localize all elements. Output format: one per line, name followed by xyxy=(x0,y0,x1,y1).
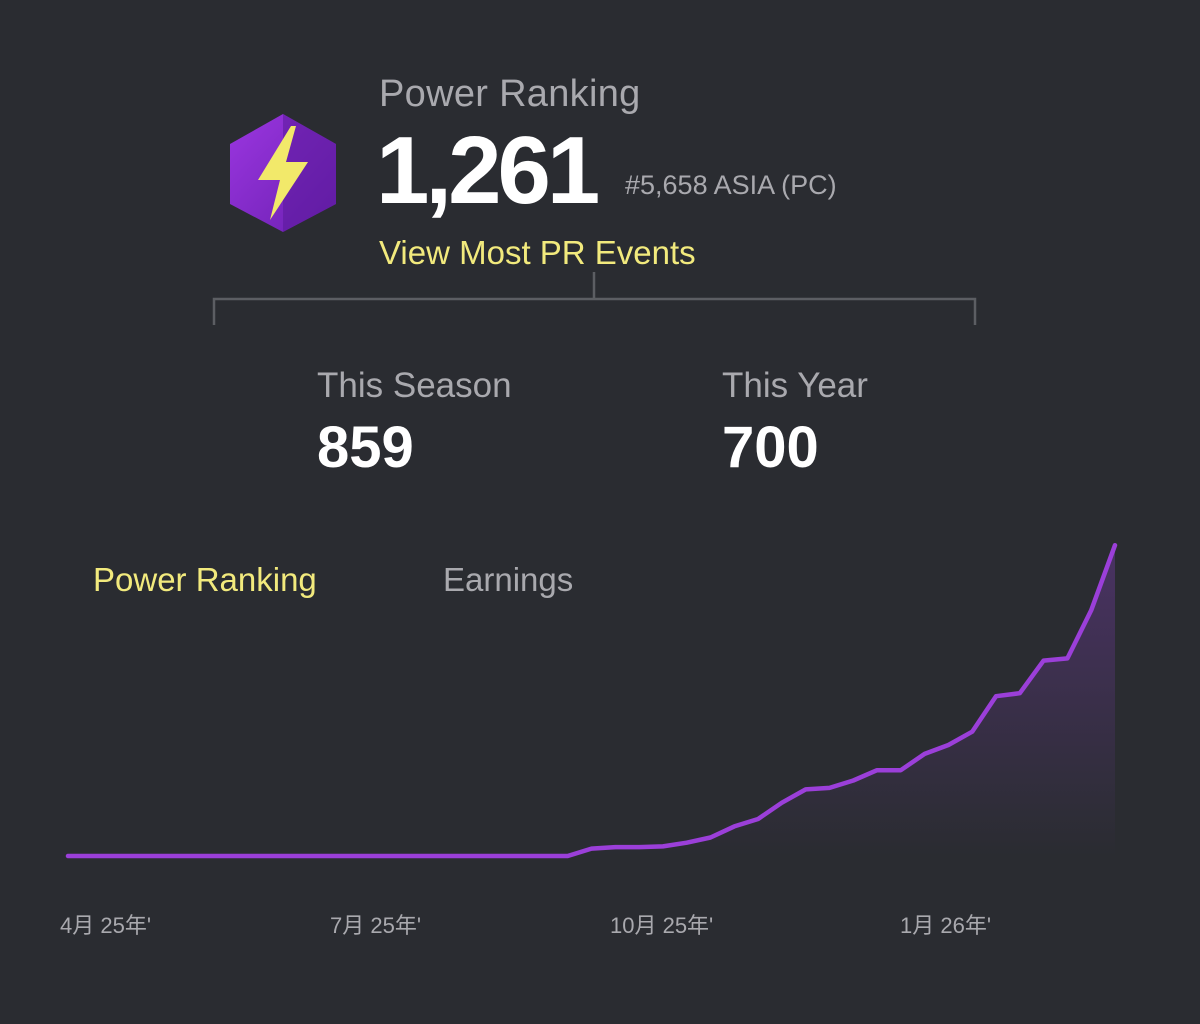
power-ranking-value: 1,261 xyxy=(376,117,600,224)
x-tick-label: 4月 25年' xyxy=(60,913,152,938)
this-season-value: 859 xyxy=(317,415,414,480)
tab-earnings[interactable]: Earnings xyxy=(443,561,574,598)
x-tick-label: 10月 25年' xyxy=(610,913,714,938)
regional-rank: #5,658 ASIA (PC) xyxy=(625,170,837,200)
power-ranking-label: Power Ranking xyxy=(379,73,641,115)
chart-area-fill xyxy=(68,545,1115,856)
x-tick-label: 7月 25年' xyxy=(330,913,422,938)
this-year-label: This Year xyxy=(722,366,868,405)
power-ranking-chart xyxy=(65,542,1118,859)
this-season-label: This Season xyxy=(317,366,512,405)
this-year-value: 700 xyxy=(722,415,819,480)
x-tick-label: 1月 26年' xyxy=(900,913,992,938)
tab-power-ranking[interactable]: Power Ranking xyxy=(93,561,317,598)
view-most-pr-events-link[interactable]: View Most PR Events xyxy=(379,234,696,271)
chart-series-line xyxy=(65,542,1118,859)
lightning-hexagon-icon xyxy=(230,114,336,232)
stats-bracket-divider xyxy=(212,272,977,325)
